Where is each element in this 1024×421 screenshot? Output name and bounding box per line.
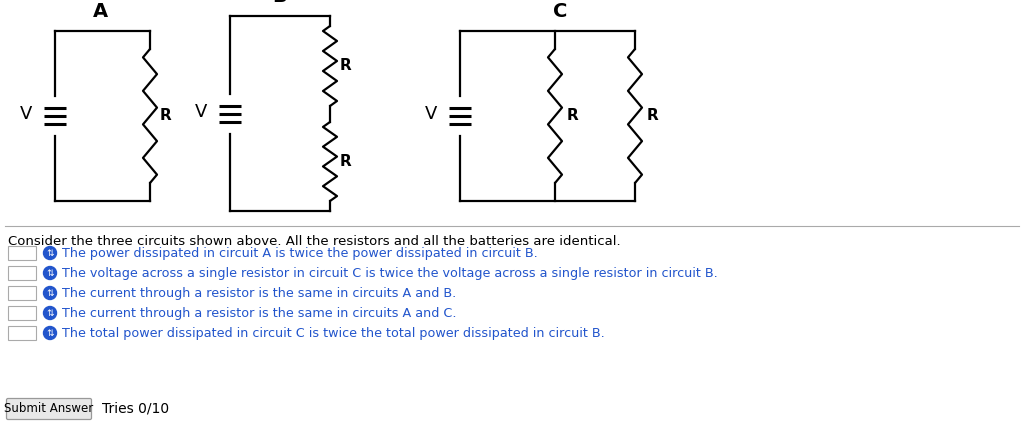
Text: Submit Answer: Submit Answer <box>4 402 93 416</box>
Circle shape <box>43 327 56 339</box>
Text: The voltage across a single resistor in circuit C is twice the voltage across a : The voltage across a single resistor in … <box>62 266 718 280</box>
Text: R: R <box>340 155 352 170</box>
Text: ⇅: ⇅ <box>46 288 53 298</box>
Text: Consider the three circuits shown above. All the resistors and all the batteries: Consider the three circuits shown above.… <box>8 235 621 248</box>
Text: The current through a resistor is the same in circuits A and C.: The current through a resistor is the sa… <box>62 306 457 320</box>
FancyBboxPatch shape <box>8 306 36 320</box>
Text: Tries 0/10: Tries 0/10 <box>102 402 169 416</box>
Text: The power dissipated in circuit A is twice the power dissipated in circuit B.: The power dissipated in circuit A is twi… <box>62 247 538 259</box>
FancyBboxPatch shape <box>6 399 91 419</box>
Text: C: C <box>553 2 567 21</box>
Text: V: V <box>425 105 437 123</box>
Text: The total power dissipated in circuit C is twice the total power dissipated in c: The total power dissipated in circuit C … <box>62 327 605 339</box>
Text: B: B <box>272 0 288 6</box>
Text: R: R <box>340 59 352 74</box>
Text: The current through a resistor is the same in circuits A and B.: The current through a resistor is the sa… <box>62 287 457 299</box>
Text: ⇅: ⇅ <box>46 328 53 338</box>
Text: R: R <box>647 109 658 123</box>
FancyBboxPatch shape <box>8 326 36 340</box>
Circle shape <box>43 306 56 320</box>
FancyBboxPatch shape <box>8 266 36 280</box>
Text: V: V <box>195 103 207 121</box>
FancyBboxPatch shape <box>8 246 36 260</box>
Text: ⇅: ⇅ <box>46 309 53 317</box>
Text: V: V <box>19 105 32 123</box>
Text: ⇅: ⇅ <box>46 248 53 258</box>
Circle shape <box>43 247 56 259</box>
FancyBboxPatch shape <box>8 286 36 300</box>
Text: A: A <box>92 2 108 21</box>
Text: R: R <box>160 109 172 123</box>
Circle shape <box>43 287 56 299</box>
Circle shape <box>43 266 56 280</box>
Text: R: R <box>567 109 579 123</box>
Text: ⇅: ⇅ <box>46 269 53 277</box>
